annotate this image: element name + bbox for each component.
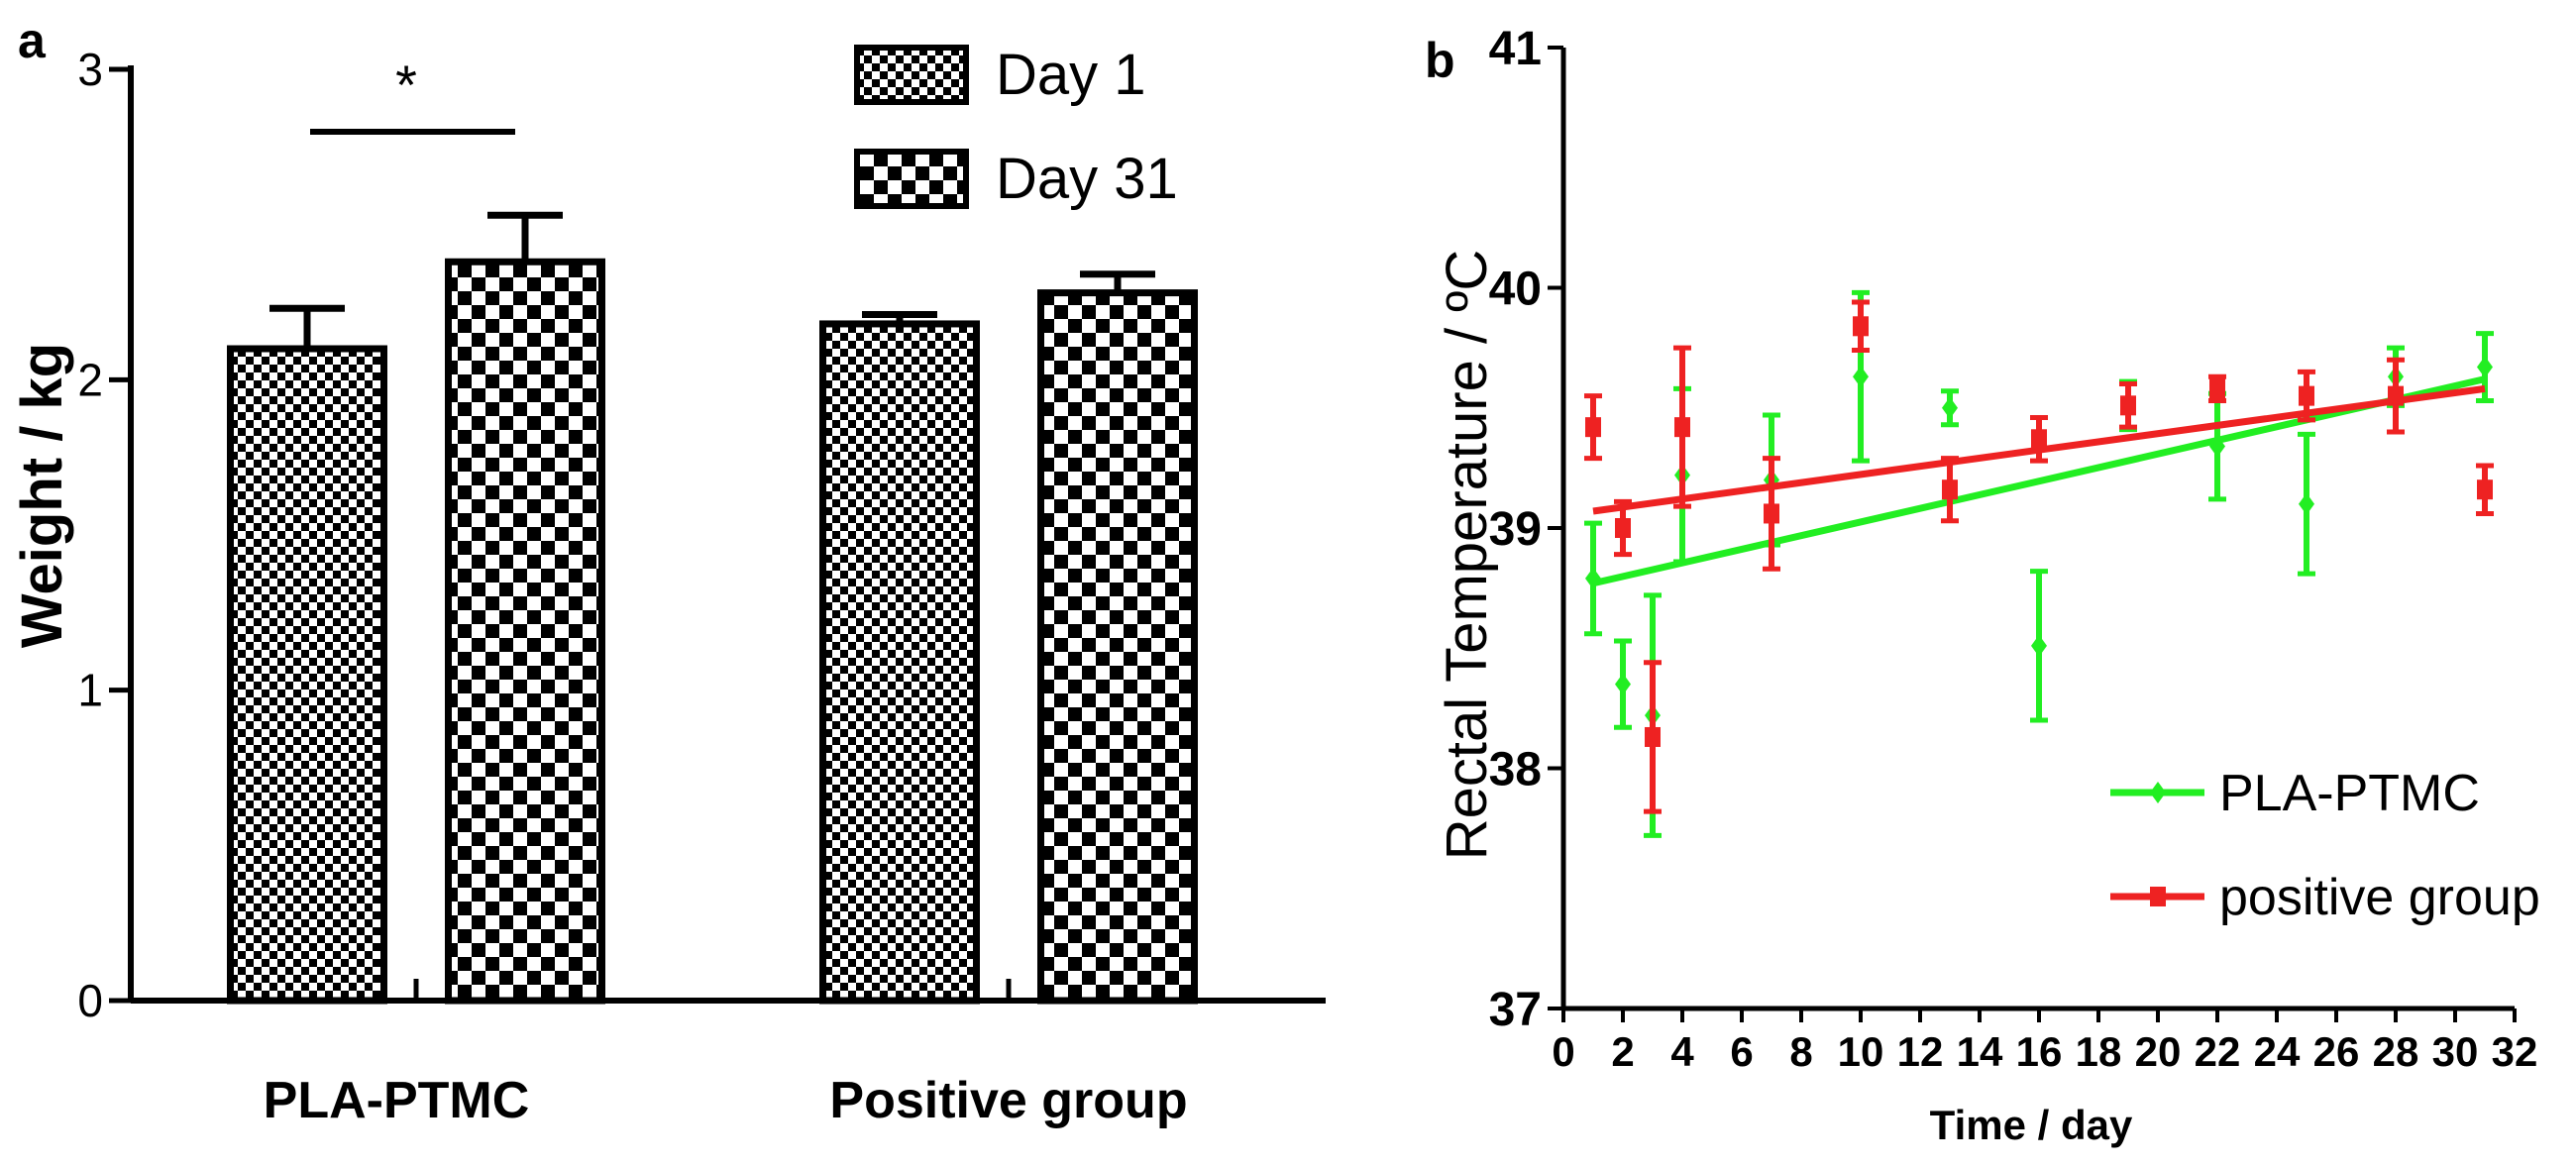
data-point [2120, 395, 2136, 416]
panel-b-x-tick-label: 28 [2373, 1028, 2419, 1075]
panel-a-legend: Day 1 Day 31 [854, 43, 1178, 211]
data-point [1853, 316, 1869, 337]
panel-b-y-tick-label: 41 [1489, 23, 1542, 75]
bar [819, 320, 980, 1005]
legend-label: Day 1 [996, 43, 1146, 107]
panel-b: b Rectal Temperature / ºC Time / day 373… [1425, 23, 2540, 1148]
panel-b-x-tick-label: 26 [2313, 1028, 2360, 1075]
panel-b-legend: PLA-PTMC positive group [2110, 765, 2540, 926]
panel-a-y-tick-label: 0 [77, 975, 103, 1026]
panel-b-y-tick-label: 40 [1489, 264, 1542, 316]
panel-a-category-labels: PLA-PTMC Positive group [264, 1072, 1188, 1129]
data-point [2388, 385, 2404, 406]
legend-label: Day 31 [996, 147, 1178, 211]
panel-b-x-tick-label: 24 [2254, 1028, 2301, 1075]
panel-b-x-tick-label: 4 [1670, 1028, 1694, 1075]
data-point [2209, 378, 2225, 399]
panel-b-x-tick-label: 22 [2195, 1028, 2241, 1075]
panel-b-y-ticks: 37 38 39 40 41 [1489, 23, 1563, 1036]
panel-b-label: b [1425, 33, 1455, 88]
data-point [2477, 356, 2493, 378]
panel-b-x-tick-label: 20 [2135, 1028, 2182, 1075]
panel-b-x-tick-label: 10 [1838, 1028, 1884, 1075]
panel-b-x-tick-label: 16 [2016, 1028, 2063, 1075]
panel-b-y-tick-label: 39 [1489, 503, 1542, 556]
panel-b-x-tick-label: 8 [1789, 1028, 1812, 1075]
bar [1037, 289, 1198, 1005]
legend-swatch [854, 45, 969, 105]
legend-swatch [854, 149, 969, 209]
legend-label: PLA-PTMC [2219, 765, 2480, 822]
data-point [2299, 492, 2314, 515]
data-point [1942, 479, 1958, 500]
bar [445, 258, 605, 1005]
panel-b-x-tick-label: 6 [1730, 1028, 1753, 1075]
panel-b-x-tick-label: 30 [2432, 1028, 2479, 1075]
bar [227, 345, 387, 1005]
panel-a-y-tick-label: 1 [77, 665, 103, 716]
data-point [1764, 503, 1779, 524]
panel-b-x-tick-label: 0 [1552, 1028, 1574, 1075]
data-point [1585, 417, 1601, 438]
data-point [1942, 396, 1958, 419]
data-point [2031, 634, 2047, 657]
panel-b-y-tick-label: 37 [1489, 984, 1542, 1036]
data-point [1585, 567, 1601, 589]
panel-b-x-tick-label: 12 [1897, 1028, 1944, 1075]
panel-a-label: a [18, 13, 47, 68]
panel-b-x-tick-label: 2 [1611, 1028, 1634, 1075]
panel-a-y-tick-label: 2 [77, 354, 103, 405]
data-point [1615, 673, 1631, 695]
panel-a-y-tick-label: 3 [77, 44, 103, 95]
panel-a-y-axis-title: Weight / kg [10, 343, 74, 648]
data-point [1615, 518, 1631, 538]
panel-b-plot-area [1584, 289, 2494, 838]
legend-label: positive group [2219, 869, 2540, 926]
panel-b-y-axis-title: Rectal Temperature / ºC [1435, 250, 1499, 860]
panel-a-bars [227, 211, 1198, 1005]
panel-b-x-tick-label: 18 [2076, 1028, 2122, 1075]
significance-marker: * [395, 53, 417, 116]
panel-a-y-ticks: 0 1 2 3 [77, 44, 131, 1026]
panel-b-axes [1560, 48, 2515, 1011]
panel-a: a Weight / kg 0 1 2 3 PLA-PTMC Positive grou… [10, 13, 1326, 1129]
data-point [1853, 366, 1869, 388]
data-point [2477, 479, 2493, 500]
data-point [2209, 435, 2225, 458]
category-label: PLA-PTMC [264, 1072, 530, 1129]
panel-b-x-tick-label: 14 [1957, 1028, 2003, 1075]
series-fit-line [1592, 375, 2486, 587]
panel-b-x-ticks: 0 2 4 6 8 10 12 14 16 18 20 22 24 26 28 30 32 [1552, 1009, 2537, 1075]
category-label: Positive group [829, 1072, 1187, 1129]
legend-marker [2150, 887, 2166, 906]
data-point [2299, 385, 2314, 406]
data-point [2031, 429, 2047, 450]
data-point [1674, 417, 1690, 438]
panel-a-significance: * [310, 53, 515, 135]
panel-a-axes [128, 65, 1326, 1004]
panel-b-y-tick-label: 38 [1489, 744, 1542, 796]
panel-b-x-axis-title: Time / day [1930, 1102, 2133, 1148]
legend-marker [2150, 782, 2166, 803]
data-point [1645, 726, 1661, 747]
panel-b-x-tick-label: 32 [2492, 1028, 2538, 1075]
